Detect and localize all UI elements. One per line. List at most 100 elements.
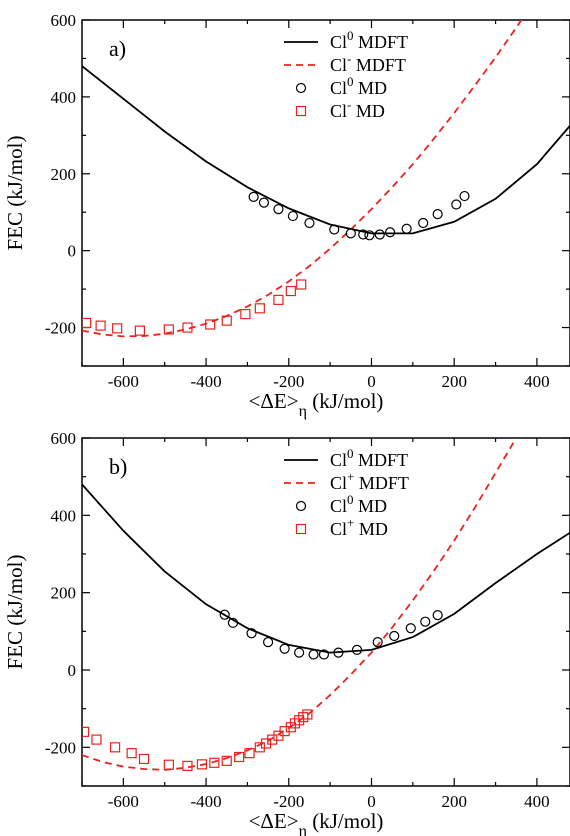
series-cl-md-point (296, 279, 307, 290)
series-cl0-md-point (304, 217, 315, 229)
series-cl-md-point (112, 323, 123, 334)
series-cl-md-point (138, 753, 150, 765)
series-cl0-md-point (329, 224, 340, 235)
series-cl-md-point (302, 709, 313, 720)
panel-label: b) (109, 454, 127, 479)
series-cl0-md-point (273, 204, 284, 215)
series-cl0-md-point (287, 210, 299, 222)
legend-item-cl-md-swatch (295, 523, 307, 535)
series-cl0-md-point (351, 644, 363, 655)
x-axis-title-tail: (kJ/mol) (307, 809, 383, 833)
y-tick-label: -200 (45, 319, 76, 338)
legend-item-cl-md-label: Cl+ MD (330, 515, 388, 539)
legend-base: Cl (330, 519, 347, 539)
series-cl0-mdft-line (82, 483, 570, 654)
series-cl0-mdft-line (82, 65, 570, 235)
series-cl0-md-point (389, 630, 400, 642)
series-cl0-md-point (459, 190, 470, 202)
legend-sup: + (347, 515, 354, 530)
series-cl0-md-point (294, 647, 305, 658)
series-cl0-md-point (227, 617, 239, 628)
legend-item-cl0-mdft-label: Cl0 MDFT (330, 446, 408, 470)
series-cl-md-point (234, 751, 245, 763)
series-cl-md-point (273, 294, 284, 305)
series-cl0-md-point (451, 199, 462, 210)
series-cl-md-point (221, 315, 232, 326)
series-cl0-md-point (279, 643, 290, 654)
legend-sup: 0 (347, 492, 354, 507)
series-cl-md-point (260, 738, 272, 749)
x-tick-label: -400 (190, 372, 221, 391)
series-cl-md-point (163, 759, 174, 770)
y-tick-label: 600 (51, 429, 77, 448)
x-tick-label: 0 (367, 372, 376, 391)
legend-sup: 0 (347, 28, 354, 43)
legend-sup: - (347, 51, 351, 66)
x-tick-label: -400 (190, 792, 221, 811)
y-axis-title: FEC (kJ/mol) (3, 136, 27, 251)
legend-rest: MD (351, 101, 385, 121)
x-tick-label: -600 (108, 372, 139, 391)
legend-rest: MDFT (354, 450, 409, 470)
legend-item-cl-mdft-label: Cl- MDFT (330, 51, 406, 75)
series-cl-md-point (254, 303, 265, 314)
legend-rest: MDFT (354, 32, 409, 52)
series-cl0-md-point (248, 191, 259, 202)
series-cl0-md-point (345, 228, 356, 239)
y-tick-label: 400 (51, 88, 77, 107)
legend-rest: MD (354, 519, 388, 539)
x-axis-title: <ΔE>η (kJ/mol) (249, 389, 384, 420)
y-tick-label: 200 (51, 165, 77, 184)
y-tick-label: 0 (68, 661, 77, 680)
plot-frame (81, 437, 570, 787)
legend-sup: + (347, 469, 354, 484)
y-tick-label: 400 (51, 506, 77, 525)
series-cl0-md-point (432, 209, 443, 220)
series-cl0-md-point (364, 230, 375, 241)
legend-rest: MD (354, 496, 388, 516)
x-axis-title-main: <ΔE> (249, 389, 299, 413)
legend-item-cl0-md-swatch (295, 82, 307, 94)
plot-area (82, 438, 570, 771)
y-tick-label: 200 (51, 584, 77, 603)
y-tick-label: 0 (68, 242, 77, 261)
legend-rest: MD (354, 78, 388, 98)
series-cl-md-point (126, 748, 137, 759)
series-cl0-md-point (405, 623, 416, 634)
legend-item-cl-md-swatch (295, 105, 307, 117)
series-cl-md-point (254, 742, 265, 753)
series-cl0-md-point (432, 609, 443, 621)
series-cl-mdft-line (82, 438, 518, 771)
series-cl0-md-point (385, 227, 396, 238)
series-cl-md-point (209, 757, 220, 768)
legend-sup: 0 (347, 446, 354, 461)
legend-item-cl0-md-label: Cl0 MD (330, 492, 387, 516)
legend-base: Cl (330, 101, 347, 121)
series-cl-md-point (91, 734, 102, 745)
series-cl-md-point (205, 319, 216, 330)
series-cl-md-point (82, 726, 90, 737)
series-cl-md-point (196, 759, 208, 770)
series-cl-md-point (279, 725, 290, 737)
panel-label: a) (109, 36, 126, 61)
legend-sup: - (347, 97, 351, 112)
series-cl-md-point (285, 285, 296, 297)
legend-base: Cl (330, 450, 347, 470)
series-cl0-md-point (420, 616, 431, 627)
x-axis-title-tail: (kJ/mol) (307, 389, 383, 413)
x-tick-label: 0 (367, 792, 376, 811)
plot-area (82, 20, 570, 338)
series-cl0-md-point (219, 609, 230, 620)
series-cl-md-point (244, 748, 255, 759)
legend-base: Cl (330, 32, 347, 52)
plot-frame (81, 19, 570, 367)
series-cl0-md-point (258, 197, 270, 208)
legend-base: Cl (330, 473, 347, 493)
legend-item-cl-mdft-label: Cl+ MDFT (330, 469, 409, 493)
legend-rest: MDFT (354, 473, 409, 493)
